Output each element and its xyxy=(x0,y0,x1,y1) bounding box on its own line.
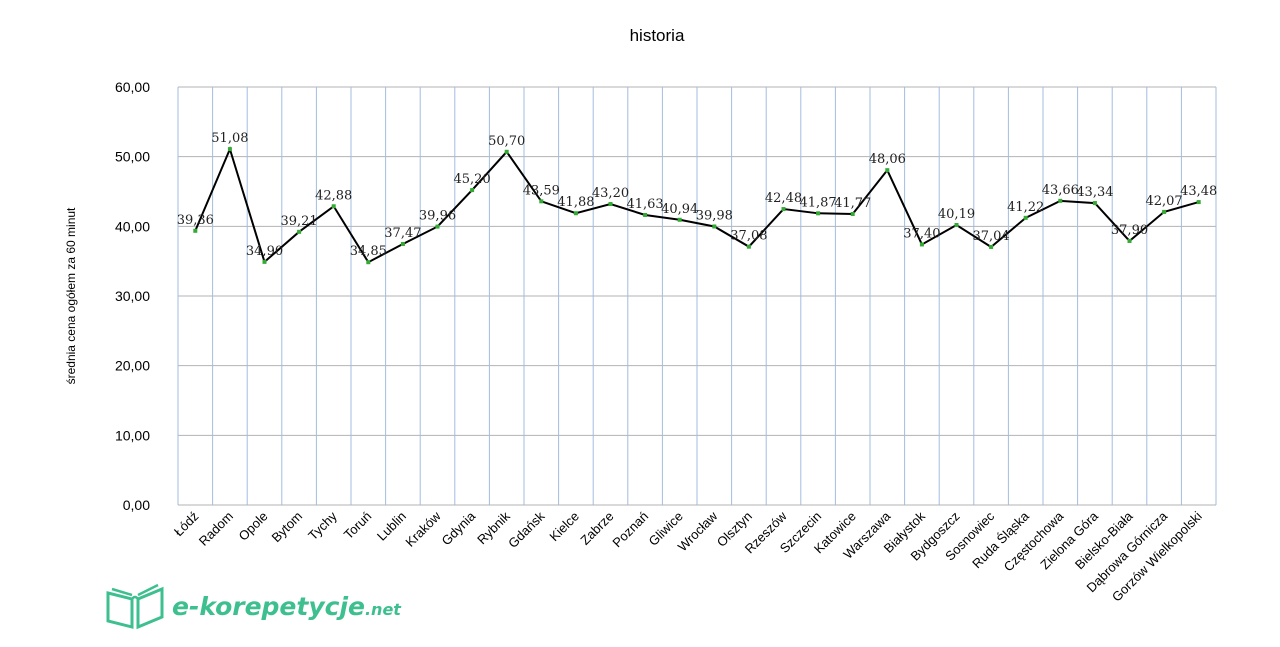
data-point xyxy=(1058,198,1063,203)
data-label: 37,40 xyxy=(903,226,940,241)
data-point xyxy=(677,217,682,222)
data-label: 43,20 xyxy=(592,186,629,201)
y-tick-label: 20,00 xyxy=(115,358,150,374)
data-point xyxy=(227,147,232,152)
data-point xyxy=(1196,200,1201,205)
data-point xyxy=(989,244,994,249)
data-label: 45,20 xyxy=(453,172,490,187)
data-point xyxy=(366,260,371,265)
data-label: 39,98 xyxy=(696,208,733,223)
data-label: 37,08 xyxy=(730,229,767,244)
y-tick-label: 30,00 xyxy=(115,288,150,304)
data-label: 37,90 xyxy=(1111,223,1148,238)
y-tick-label: 60,00 xyxy=(115,79,150,95)
x-tick-label: Radom xyxy=(196,509,236,549)
x-tick-label: Kraków xyxy=(402,508,444,550)
data-point xyxy=(919,242,924,247)
x-tick-label: Gdynia xyxy=(438,508,478,548)
book-icon xyxy=(106,583,164,629)
x-tick-label: Poznań xyxy=(609,509,651,551)
y-axis-label: średnia cena ogółem za 60 minut xyxy=(64,207,78,384)
data-point xyxy=(643,212,648,217)
data-label: 41,22 xyxy=(1007,200,1044,215)
data-label: 41,77 xyxy=(834,196,871,211)
data-label: 34,85 xyxy=(350,244,387,259)
data-label: 42,88 xyxy=(315,188,352,203)
data-label: 34,90 xyxy=(246,244,283,259)
data-point xyxy=(781,207,786,212)
data-label: 41,88 xyxy=(557,195,594,210)
data-label: 37,47 xyxy=(384,226,421,241)
data-label: 40,94 xyxy=(661,202,698,217)
data-point xyxy=(504,149,509,154)
x-tick-label: Gdańsk xyxy=(505,508,548,551)
data-label: 39,96 xyxy=(419,209,456,224)
data-point xyxy=(1092,201,1097,206)
data-label: 51,08 xyxy=(211,131,248,146)
data-point xyxy=(470,188,475,193)
data-label: 43,59 xyxy=(523,183,560,198)
data-label: 42,07 xyxy=(1145,194,1182,209)
logo-main: e-korepetycje xyxy=(172,591,365,621)
logo-text: e-korepetycje.net xyxy=(172,592,401,621)
data-point xyxy=(573,211,578,216)
logo: e-korepetycje.net xyxy=(104,583,401,629)
chart-title: historia xyxy=(630,26,685,45)
data-point xyxy=(193,228,198,233)
x-tick-label: Bytom xyxy=(269,509,306,546)
data-point xyxy=(1162,209,1167,214)
data-label: 48,06 xyxy=(869,152,906,167)
data-label: 43,66 xyxy=(1042,183,1079,198)
x-tick-label: Opole xyxy=(235,509,270,544)
data-label: 39,36 xyxy=(177,213,214,228)
data-label: 50,70 xyxy=(488,134,525,149)
x-tick-label: Tychy xyxy=(305,508,340,543)
y-tick-label: 40,00 xyxy=(115,218,150,234)
data-label: 37,04 xyxy=(972,229,1009,244)
data-point xyxy=(331,204,336,209)
data-point xyxy=(539,199,544,204)
data-point xyxy=(262,259,267,264)
data-label: 43,48 xyxy=(1180,184,1217,199)
series-line xyxy=(194,146,1199,264)
x-tick-label: Kielce xyxy=(546,509,582,545)
data-point xyxy=(850,212,855,217)
data-label: 41,63 xyxy=(626,197,663,212)
data-point xyxy=(746,244,751,249)
data-point xyxy=(400,241,405,246)
data-label: 41,87 xyxy=(799,195,836,210)
data-point xyxy=(712,224,717,229)
logo-suffix: .net xyxy=(364,599,401,619)
data-label: 39,21 xyxy=(280,214,317,229)
y-tick-label: 10,00 xyxy=(115,427,150,443)
data-point xyxy=(297,229,302,234)
x-tick-label: Toruń xyxy=(341,509,375,543)
x-tick-label: Łódź xyxy=(171,509,202,540)
data-point xyxy=(1127,238,1132,243)
data-label: 42,48 xyxy=(765,191,802,206)
data-label: 43,34 xyxy=(1076,185,1113,200)
data-label: 40,19 xyxy=(938,207,975,222)
data-point xyxy=(1023,215,1028,220)
data-point xyxy=(885,168,890,173)
data-point xyxy=(608,202,613,207)
data-point xyxy=(816,211,821,216)
data-point xyxy=(954,223,959,228)
data-point xyxy=(435,224,440,229)
y-tick-label: 50,00 xyxy=(115,149,150,165)
y-tick-label: 0,00 xyxy=(123,497,150,513)
